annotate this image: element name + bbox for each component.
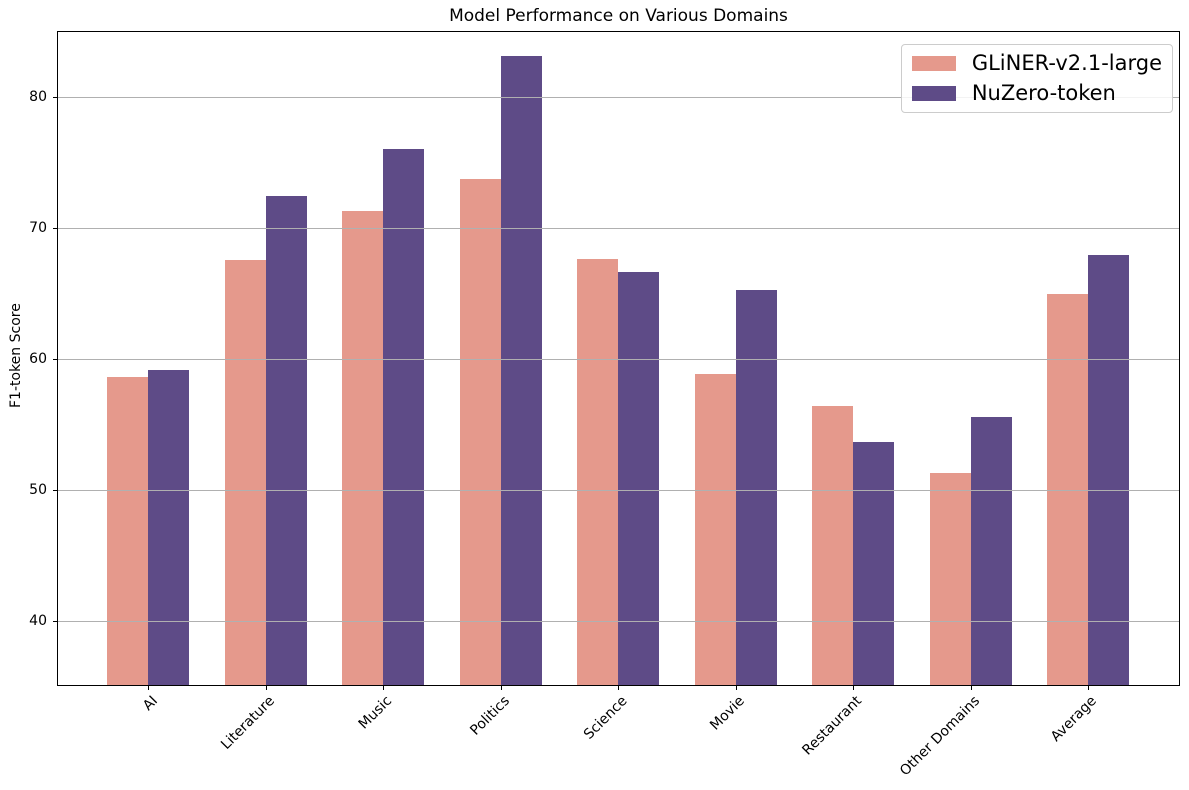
- bar: [459, 179, 501, 686]
- gridline: [58, 227, 1179, 229]
- x-tick-mark: [1087, 686, 1089, 690]
- x-tick-mark: [148, 686, 150, 690]
- x-tick-label: Average: [0, 693, 1100, 745]
- x-tick-mark: [853, 686, 854, 690]
- y-tick-mark: [53, 489, 57, 491]
- x-tick-mark: [383, 686, 385, 690]
- legend-swatch: [911, 56, 956, 71]
- bar: [812, 405, 853, 686]
- bar: [265, 196, 307, 686]
- y-tick-mark: [53, 620, 57, 622]
- y-tick-label: 40: [29, 612, 47, 629]
- x-tick-mark: [970, 686, 972, 690]
- y-tick-mark: [53, 358, 57, 360]
- gridline: [58, 620, 1179, 622]
- legend-item: GLiNER-v2.1-large: [911, 51, 1162, 76]
- bar: [929, 472, 971, 686]
- bar: [500, 55, 542, 686]
- x-tick-mark: [500, 686, 502, 690]
- legend: GLiNER-v2.1-large NuZero-token: [900, 44, 1173, 113]
- y-tick-label: 70: [29, 219, 47, 236]
- x-tick-mark: [265, 686, 267, 690]
- x-tick-mark: [618, 686, 620, 690]
- bar: [1087, 255, 1129, 686]
- y-tick-label: 80: [29, 88, 47, 105]
- legend-swatch: [911, 86, 956, 101]
- y-tick-label: 60: [29, 350, 47, 367]
- gridline: [58, 96, 1179, 98]
- gridline: [58, 489, 1179, 491]
- bar: [970, 417, 1012, 686]
- chart-title: Model Performance on Various Domains: [449, 6, 788, 26]
- bar: [735, 290, 777, 686]
- bar: [224, 260, 266, 687]
- bar: [618, 272, 660, 686]
- x-tick-mark: [735, 686, 737, 690]
- bar: [577, 258, 619, 686]
- bar: [694, 374, 736, 686]
- y-tick-mark: [53, 227, 57, 229]
- gridline: [58, 358, 1179, 360]
- legend-label: NuZero-token: [971, 81, 1116, 105]
- legend-label: GLiNER-v2.1-large: [971, 51, 1162, 75]
- bar: [148, 370, 190, 686]
- y-tick-mark: [53, 96, 57, 98]
- bar: [853, 442, 894, 686]
- x-tick-label-text: Average: [1048, 693, 1101, 745]
- bar: [383, 148, 425, 686]
- y-tick-label: 50: [29, 481, 47, 498]
- legend-item: NuZero-token: [911, 81, 1162, 106]
- bar: [107, 376, 149, 686]
- bar: [342, 210, 384, 686]
